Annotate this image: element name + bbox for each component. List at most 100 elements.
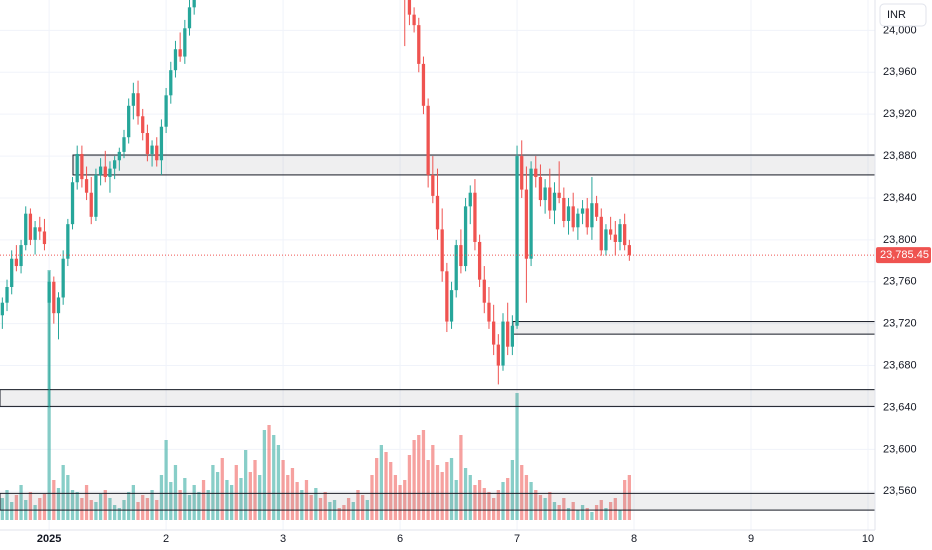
volume-bar xyxy=(117,508,121,520)
y-tick-label: 23,640 xyxy=(883,401,917,413)
x-tick-label: 9 xyxy=(748,533,754,545)
volume-bar xyxy=(389,462,393,520)
volume-bar xyxy=(496,490,500,520)
volume-bar xyxy=(613,498,617,520)
candle-body xyxy=(103,166,107,178)
candle-body xyxy=(520,156,524,190)
candle-body xyxy=(594,203,599,217)
volume-layer xyxy=(0,270,631,520)
candle-body xyxy=(599,216,603,251)
candle-body xyxy=(543,187,547,201)
volume-bar xyxy=(173,465,178,520)
y-tick-label: 23,600 xyxy=(883,443,917,455)
volume-bar xyxy=(290,468,295,520)
candle-body xyxy=(580,208,585,214)
volume-bar xyxy=(94,502,98,520)
volume-bar xyxy=(384,452,388,520)
volume-bar xyxy=(417,435,421,520)
currency-label[interactable]: INR xyxy=(887,9,906,21)
volume-bar xyxy=(234,465,238,520)
y-tick-label: 23,800 xyxy=(883,234,917,246)
volume-bar xyxy=(328,502,332,520)
volume-bar xyxy=(360,495,365,520)
volume-bar xyxy=(61,465,65,520)
volume-bar xyxy=(10,502,14,520)
currency-box[interactable] xyxy=(879,3,927,27)
volume-bar xyxy=(5,490,9,520)
candle-body xyxy=(0,302,4,316)
candle-body xyxy=(557,192,561,198)
volume-bar xyxy=(431,445,435,520)
volume-bar xyxy=(445,462,449,520)
x-tick-label: 3 xyxy=(280,533,286,545)
x-tick-label: 6 xyxy=(397,533,403,545)
volume-bar xyxy=(492,498,496,520)
y-tick-label: 23,680 xyxy=(883,359,917,371)
volume-bar xyxy=(103,490,107,520)
candle-body xyxy=(24,213,28,246)
volume-bar xyxy=(244,450,248,520)
candle-body xyxy=(127,105,131,138)
volume-bar xyxy=(113,505,117,520)
volume-bar xyxy=(477,480,482,520)
candle-body xyxy=(426,105,430,175)
volume-bar xyxy=(206,490,210,520)
candle-body xyxy=(421,63,426,106)
volume-bar xyxy=(169,482,173,520)
volume-bar xyxy=(538,495,543,520)
candle-body xyxy=(501,321,505,366)
volume-bar xyxy=(337,508,341,520)
y-tick-label: 23,760 xyxy=(883,276,917,288)
volume-bar xyxy=(42,494,47,520)
candle-body xyxy=(159,126,164,161)
candle-body xyxy=(590,203,594,228)
candle-body xyxy=(150,145,154,154)
volume-bar xyxy=(459,435,463,520)
volume-bar xyxy=(580,505,585,520)
candle-body xyxy=(38,227,42,232)
volume-bar xyxy=(211,465,215,520)
volume-bar xyxy=(529,482,533,520)
volume-bar xyxy=(552,502,557,520)
volume-bar xyxy=(534,490,538,520)
volume-bar xyxy=(510,460,515,520)
candle-body xyxy=(496,344,500,366)
volume-bar xyxy=(84,485,89,520)
candle-body xyxy=(407,0,412,15)
zone xyxy=(0,492,875,511)
candle-body xyxy=(529,168,533,259)
grid xyxy=(0,0,875,530)
y-tick-label: 23,960 xyxy=(883,66,917,78)
volume-bar xyxy=(98,494,103,520)
candle-body xyxy=(10,258,14,287)
volume-bar xyxy=(398,485,402,520)
y-tick-label: 23,920 xyxy=(883,108,917,120)
candle-body xyxy=(613,234,617,242)
candle-body xyxy=(192,0,196,8)
candle-body xyxy=(113,160,117,169)
candle-body xyxy=(84,179,89,193)
volume-bar xyxy=(267,425,271,520)
volume-bar xyxy=(159,475,164,520)
volume-bar xyxy=(515,393,519,520)
candle-body xyxy=(61,258,65,298)
candle-body xyxy=(5,286,9,303)
volume-bar xyxy=(131,485,135,520)
volume-bar xyxy=(33,505,37,520)
y-tick-label: 23,560 xyxy=(883,485,917,497)
candle-body xyxy=(627,245,631,256)
y-tick-label: 23,880 xyxy=(883,150,917,162)
zone-layer xyxy=(0,154,875,511)
volume-bar xyxy=(14,495,19,520)
volume-bar xyxy=(0,498,4,520)
volume-bar xyxy=(370,475,374,520)
candle-body xyxy=(89,192,93,217)
x-tick-label: 2 xyxy=(163,533,169,545)
candle-body xyxy=(75,153,79,183)
candle-body xyxy=(510,325,515,347)
candle-body xyxy=(440,229,444,272)
volume-bar xyxy=(379,445,383,520)
volume-bar xyxy=(75,492,79,520)
volume-bar xyxy=(318,498,323,520)
candle-body xyxy=(28,213,33,240)
